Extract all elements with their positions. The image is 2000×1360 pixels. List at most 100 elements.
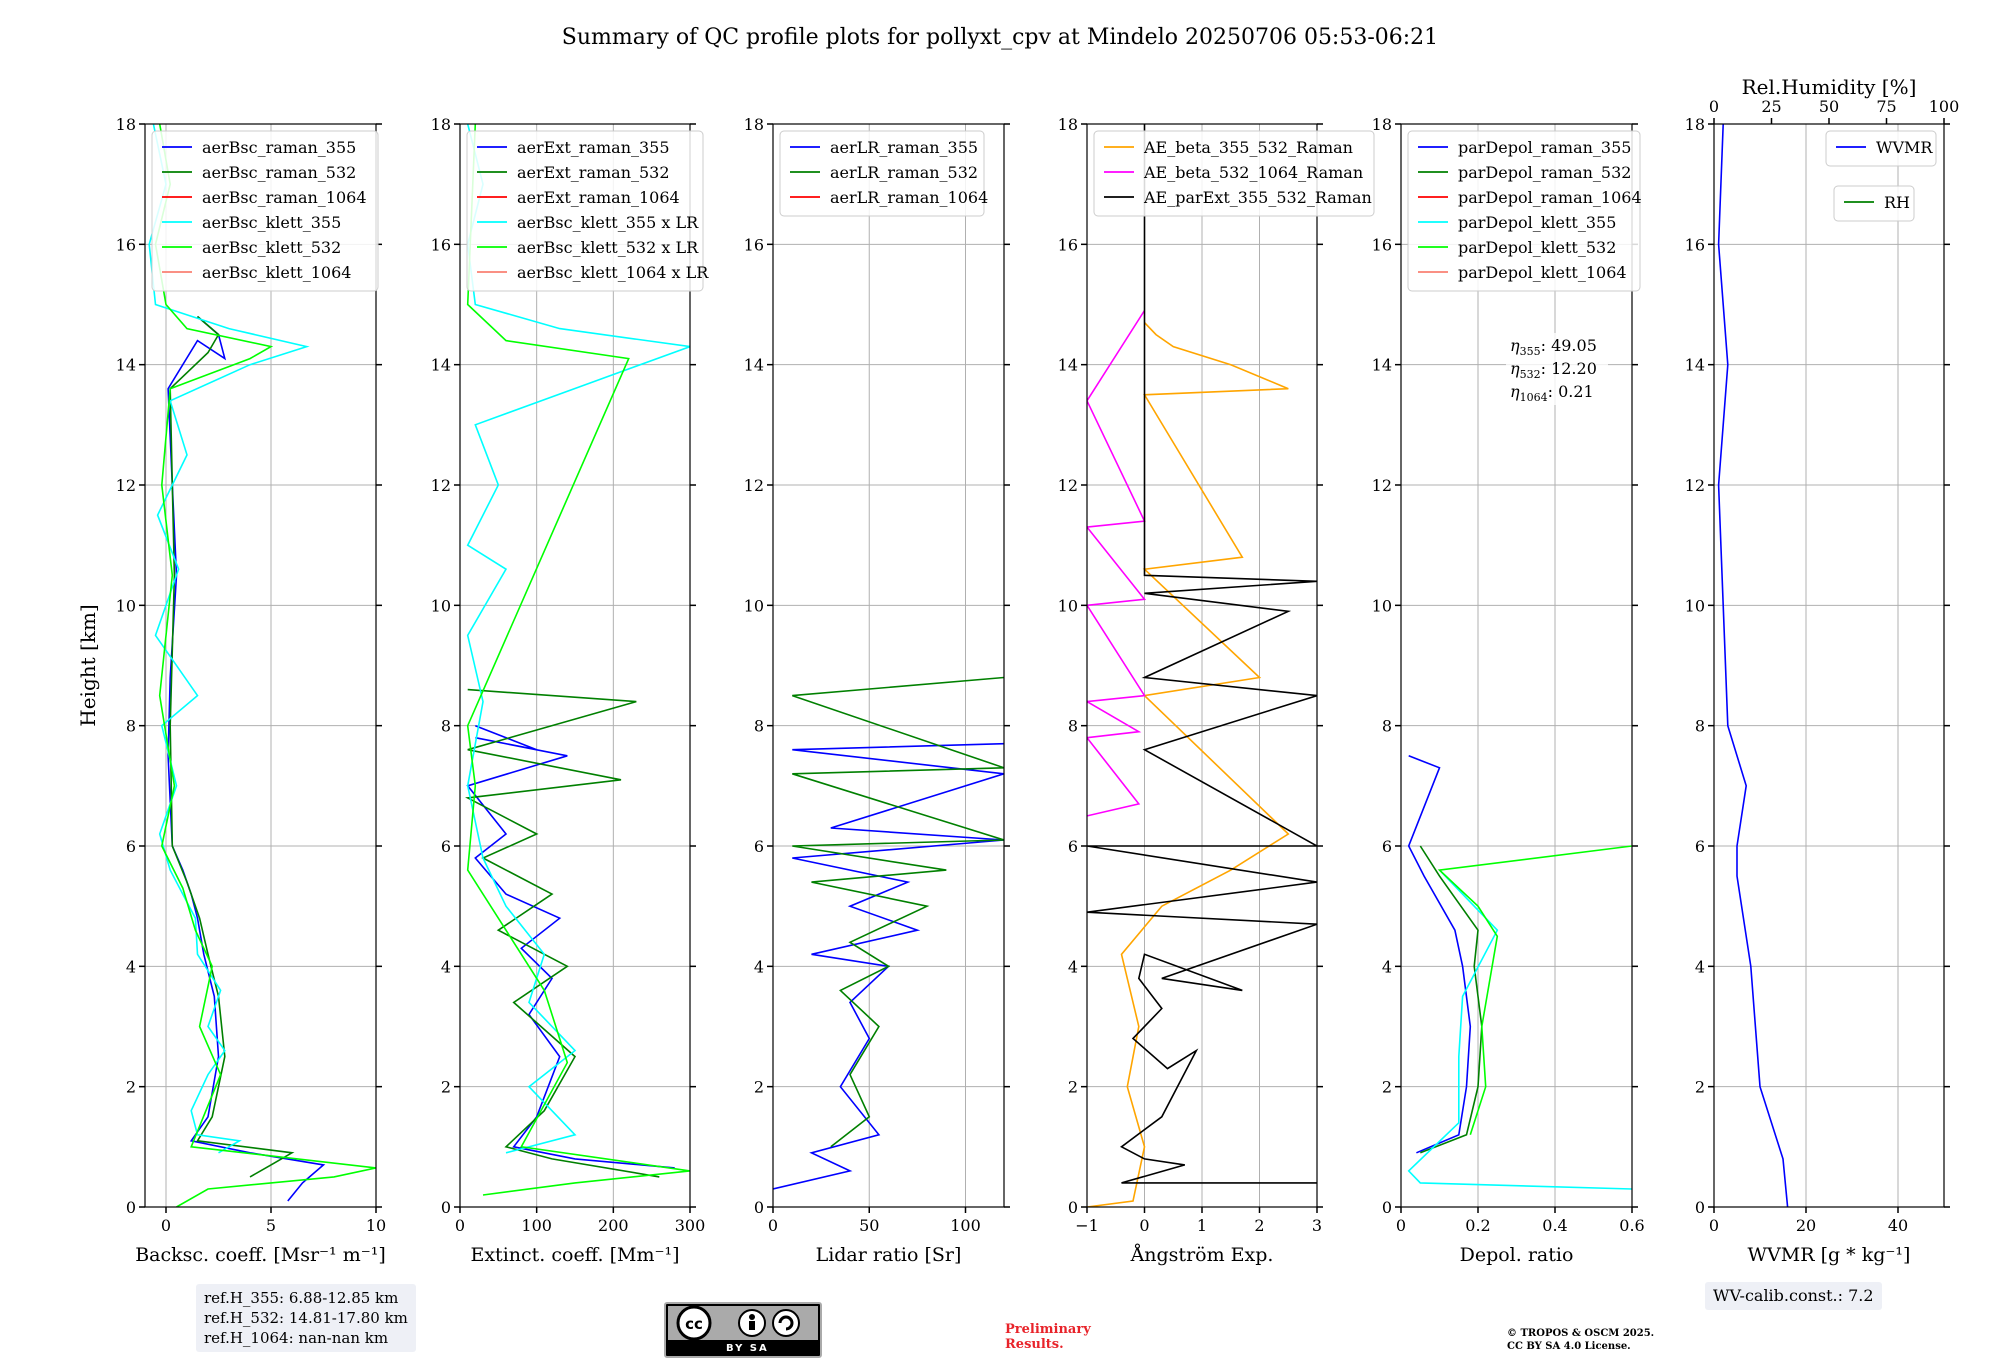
axes-frame bbox=[772, 123, 1005, 1208]
legend-label: aerBsc_klett_532 bbox=[202, 238, 341, 257]
series-parDepol_raman_532 bbox=[1419, 845, 1483, 1154]
ref-line-355: ref.H_355: 6.88-12.85 km bbox=[204, 1289, 399, 1307]
eta-annotation-line: η532: 12.20 bbox=[1510, 359, 1597, 381]
x-tick-label: 0 bbox=[1396, 1216, 1406, 1235]
panel-1: 0 2 4 6 8 10 12 14 16 18 0 5 10 Backsc. coeff. [Msr⁻¹… bbox=[76, 115, 386, 1266]
y-tick-label: 4 bbox=[126, 957, 136, 976]
y-tick-label: 6 bbox=[1382, 837, 1392, 856]
x-tick-label: 5 bbox=[266, 1216, 276, 1235]
legend-label: parDepol_raman_1064 bbox=[1458, 188, 1642, 207]
x2-axis-label: Rel.Humidity [%] bbox=[1742, 75, 1917, 99]
legend-label: aerExt_raman_1064 bbox=[517, 188, 680, 207]
x-tick-label: 0.2 bbox=[1465, 1216, 1490, 1235]
copyright-line-1: © TROPOS & OSCM 2025. bbox=[1507, 1328, 1655, 1339]
axes-frame bbox=[459, 123, 691, 1208]
y-tick-label: 18 bbox=[431, 115, 451, 134]
series-RH bbox=[1962, 545, 2000, 1207]
legend-label: aerBsc_raman_1064 bbox=[202, 188, 367, 207]
y-tick-label: 18 bbox=[116, 115, 136, 134]
y-tick-label: 14 bbox=[431, 356, 451, 375]
y-tick-label: 16 bbox=[116, 235, 136, 254]
series-parDepol_raman_355 bbox=[1407, 755, 1472, 1154]
x-axis-label: Extinct. coeff. [Mm⁻¹] bbox=[470, 1244, 679, 1266]
x-tick-label: 0.4 bbox=[1542, 1216, 1567, 1235]
x-tick-label: 0 bbox=[161, 1216, 171, 1235]
cc-icon: cc bbox=[676, 1305, 800, 1341]
y-tick-label: 0 bbox=[441, 1198, 451, 1217]
y-tick-label: 16 bbox=[1372, 235, 1392, 254]
y-tick-label: 0 bbox=[1068, 1198, 1078, 1217]
y-tick-label: 8 bbox=[754, 717, 764, 736]
y-tick-label: 8 bbox=[1382, 717, 1392, 736]
x2-tick-label: 75 bbox=[1876, 97, 1896, 116]
series-WVMR bbox=[1717, 124, 1789, 1207]
x-tick-label: 200 bbox=[598, 1216, 629, 1235]
panel-3: 0 2 4 6 8 10 12 14 16 18 0 50 100 Lidar ratio [Sr] aer… bbox=[744, 115, 1010, 1266]
y-tick-label: 8 bbox=[1695, 717, 1705, 736]
x-tick-label: 0 bbox=[768, 1216, 778, 1235]
legend bbox=[151, 130, 379, 292]
legend bbox=[779, 130, 985, 217]
legend bbox=[466, 130, 704, 292]
y-tick-label: 16 bbox=[1058, 235, 1078, 254]
y-tick-label: 2 bbox=[1695, 1078, 1705, 1097]
panel-5: 0 2 4 6 8 10 12 14 16 18 0 0.2 0.4 0.6 Depol. ratio par… bbox=[1372, 115, 1645, 1266]
series-aerBsc_klett_532 x LR bbox=[466, 124, 690, 1196]
y-tick-label: 2 bbox=[441, 1078, 451, 1097]
y-tick-label: 10 bbox=[1372, 596, 1392, 615]
legend-label: aerLR_raman_532 bbox=[830, 163, 978, 182]
ref-line-1064: ref.H_1064: nan-nan km bbox=[204, 1329, 389, 1347]
x2-tick-label: 50 bbox=[1819, 97, 1839, 116]
series-aerBsc_raman_355 bbox=[167, 315, 326, 1202]
legend-label: WVMR bbox=[1876, 138, 1933, 157]
y-tick-label: 0 bbox=[126, 1198, 136, 1217]
copyright-line-2: CC BY SA 4.0 License. bbox=[1507, 1341, 1631, 1352]
x-axis-label: Depol. ratio bbox=[1460, 1244, 1574, 1266]
x-tick-label: 0.6 bbox=[1619, 1216, 1644, 1235]
series-aerExt_raman_355 bbox=[466, 724, 675, 1169]
x-tick-label: 0 bbox=[1139, 1216, 1149, 1235]
y-tick-label: 10 bbox=[431, 596, 451, 615]
x-tick-label: 10 bbox=[366, 1216, 386, 1235]
wv-calibration-box: WV-calib.const.: 7.2 bbox=[1705, 1282, 1882, 1310]
legend-label: aerExt_raman_355 bbox=[517, 138, 670, 157]
y-tick-label: 12 bbox=[1058, 476, 1078, 495]
x2-tick-label: 100 bbox=[1929, 97, 1960, 116]
y-tick-label: 2 bbox=[754, 1078, 764, 1097]
y-tick-label: 6 bbox=[1695, 837, 1705, 856]
series-aerBsc_klett_355 x LR bbox=[466, 124, 690, 1154]
legend-label: aerBsc_raman_355 bbox=[202, 138, 356, 157]
x-tick-label: 2 bbox=[1254, 1216, 1264, 1235]
legend-label: aerBsc_klett_532 x LR bbox=[517, 238, 699, 257]
y-tick-label: 4 bbox=[1382, 957, 1392, 976]
y-tick-label: 16 bbox=[431, 235, 451, 254]
legend-label: parDepol_klett_532 bbox=[1458, 238, 1616, 257]
svg-text:cc: cc bbox=[685, 1315, 703, 1333]
x2-tick-label: 25 bbox=[1761, 97, 1781, 116]
y-tick-label: 6 bbox=[1068, 837, 1078, 856]
ref-line-532: ref.H_532: 14.81-17.80 km bbox=[204, 1309, 408, 1327]
eta-annotation-line: η355: 49.05 bbox=[1510, 336, 1597, 358]
series-AE_beta_355_532_Raman bbox=[1087, 322, 1290, 1207]
y-tick-label: 18 bbox=[1058, 115, 1078, 134]
legend-label: AE_parExt_355_532_Raman bbox=[1143, 188, 1372, 207]
eta-annotation-line: η1064: 0.21 bbox=[1510, 382, 1594, 404]
y-tick-label: 10 bbox=[116, 596, 136, 615]
y-tick-label: 2 bbox=[126, 1078, 136, 1097]
series-aerLR_raman_532 bbox=[792, 676, 1004, 1148]
legend-label: aerBsc_klett_355 bbox=[202, 213, 341, 232]
y-tick-label: 18 bbox=[1685, 115, 1705, 134]
y-tick-label: 0 bbox=[754, 1198, 764, 1217]
y-tick-label: 12 bbox=[431, 476, 451, 495]
y-tick-label: 6 bbox=[754, 837, 764, 856]
eta-annotation-box bbox=[1506, 333, 1608, 405]
series-aerBsc_klett_532 bbox=[154, 124, 376, 1207]
y-tick-label: 14 bbox=[116, 356, 136, 375]
axes-frame bbox=[1713, 123, 1945, 1208]
legend-label: aerLR_raman_355 bbox=[830, 138, 978, 157]
y-tick-label: 4 bbox=[754, 957, 764, 976]
legend-label: aerBsc_klett_355 x LR bbox=[517, 213, 699, 232]
legend-label: aerBsc_raman_532 bbox=[202, 163, 356, 182]
